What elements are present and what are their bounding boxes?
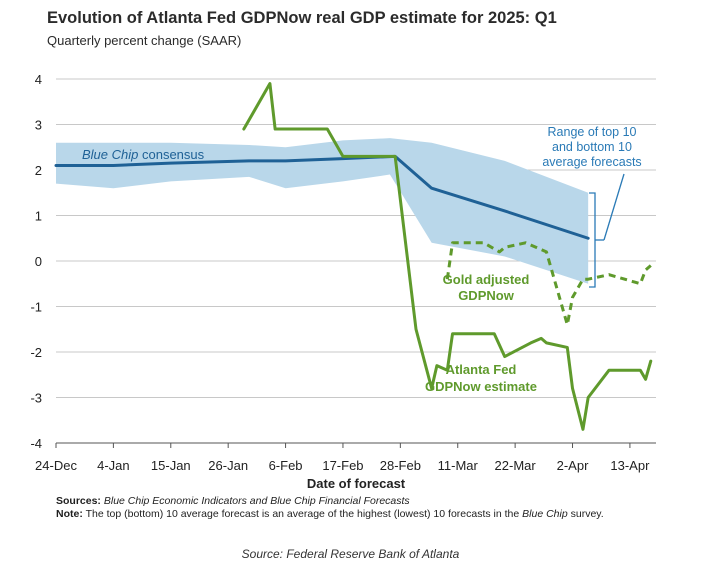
y-tick-label: 4 — [35, 72, 42, 87]
x-tick-label: 22-Mar — [495, 458, 537, 473]
x-tick-label: 11-Mar — [438, 458, 479, 473]
x-tick-label: 13-Apr — [610, 458, 650, 473]
note-text-1: The top (bottom) 10 average forecast is … — [85, 508, 520, 520]
y-tick-label: -1 — [30, 300, 42, 315]
x-tick-label: 17-Feb — [322, 458, 363, 473]
plot-area: 4 3 2 1 0 -1 -2 -3 -4 24-Dec 4-Jan 15-Jan 26-Jan 6-Fe… — [30, 72, 656, 491]
gold-adjusted-label: Gold adjusted — [443, 272, 530, 287]
sources-line: Sources: Blue Chip Economic Indicators a… — [56, 495, 656, 508]
range-label: average forecasts — [542, 155, 641, 169]
chart-notes: Sources: Blue Chip Economic Indicators a… — [56, 495, 656, 521]
gold-adjusted-label: GDPNow — [458, 288, 515, 303]
y-tick-label: 0 — [35, 254, 42, 269]
consensus-label-rest: consensus — [138, 147, 204, 162]
x-tick-label: 2-Apr — [557, 458, 589, 473]
y-tick-label: 3 — [35, 118, 42, 133]
chart-title: Evolution of Atlanta Fed GDPNow real GDP… — [47, 9, 557, 27]
note-text-italic: Blue Chip — [522, 508, 568, 520]
range-leader-line — [603, 173, 625, 241]
x-axis-title: Date of forecast — [307, 476, 406, 491]
note-label: Note: — [56, 508, 83, 520]
consensus-label: Blue Chip consensus — [82, 147, 205, 162]
gdpnow-line — [242, 82, 653, 431]
chart-subtitle: Quarterly percent change (SAAR) — [47, 33, 242, 48]
gold-adjusted-line — [445, 241, 652, 327]
range-label: and bottom 10 — [552, 140, 632, 154]
range-bracket — [589, 192, 596, 288]
x-tick-label: 15-Jan — [151, 458, 191, 473]
y-tick-label: 1 — [35, 209, 42, 224]
sources-text: Blue Chip Economic Indicators and Blue C… — [103, 495, 410, 507]
range-label: Range of top 10 — [548, 125, 637, 139]
x-tick-label: 26-Jan — [208, 458, 248, 473]
consensus-label-italic: Blue Chip — [82, 147, 138, 162]
x-tick-label: 28-Feb — [380, 458, 421, 473]
gdpnow-label: GDPNow estimate — [425, 379, 537, 394]
consensus-line — [54, 154, 590, 240]
y-tick-label: -4 — [30, 436, 42, 451]
x-tick-label: 4-Jan — [97, 458, 130, 473]
note-text-2: survey. — [570, 508, 604, 520]
x-tick-label: 6-Feb — [269, 458, 303, 473]
x-tick-label: 24-Dec — [35, 458, 77, 473]
y-tick-label: -2 — [30, 345, 42, 360]
note-line: Note: The top (bottom) 10 average foreca… — [56, 508, 656, 521]
sources-label: Sources: — [56, 495, 101, 507]
y-tick-label: -3 — [30, 391, 42, 406]
y-tick-label: 2 — [35, 163, 42, 178]
range-band — [56, 138, 589, 284]
gdpnow-label: Atlanta Fed — [446, 362, 517, 377]
source-credit: Source: Federal Reserve Bank of Atlanta — [241, 547, 460, 561]
